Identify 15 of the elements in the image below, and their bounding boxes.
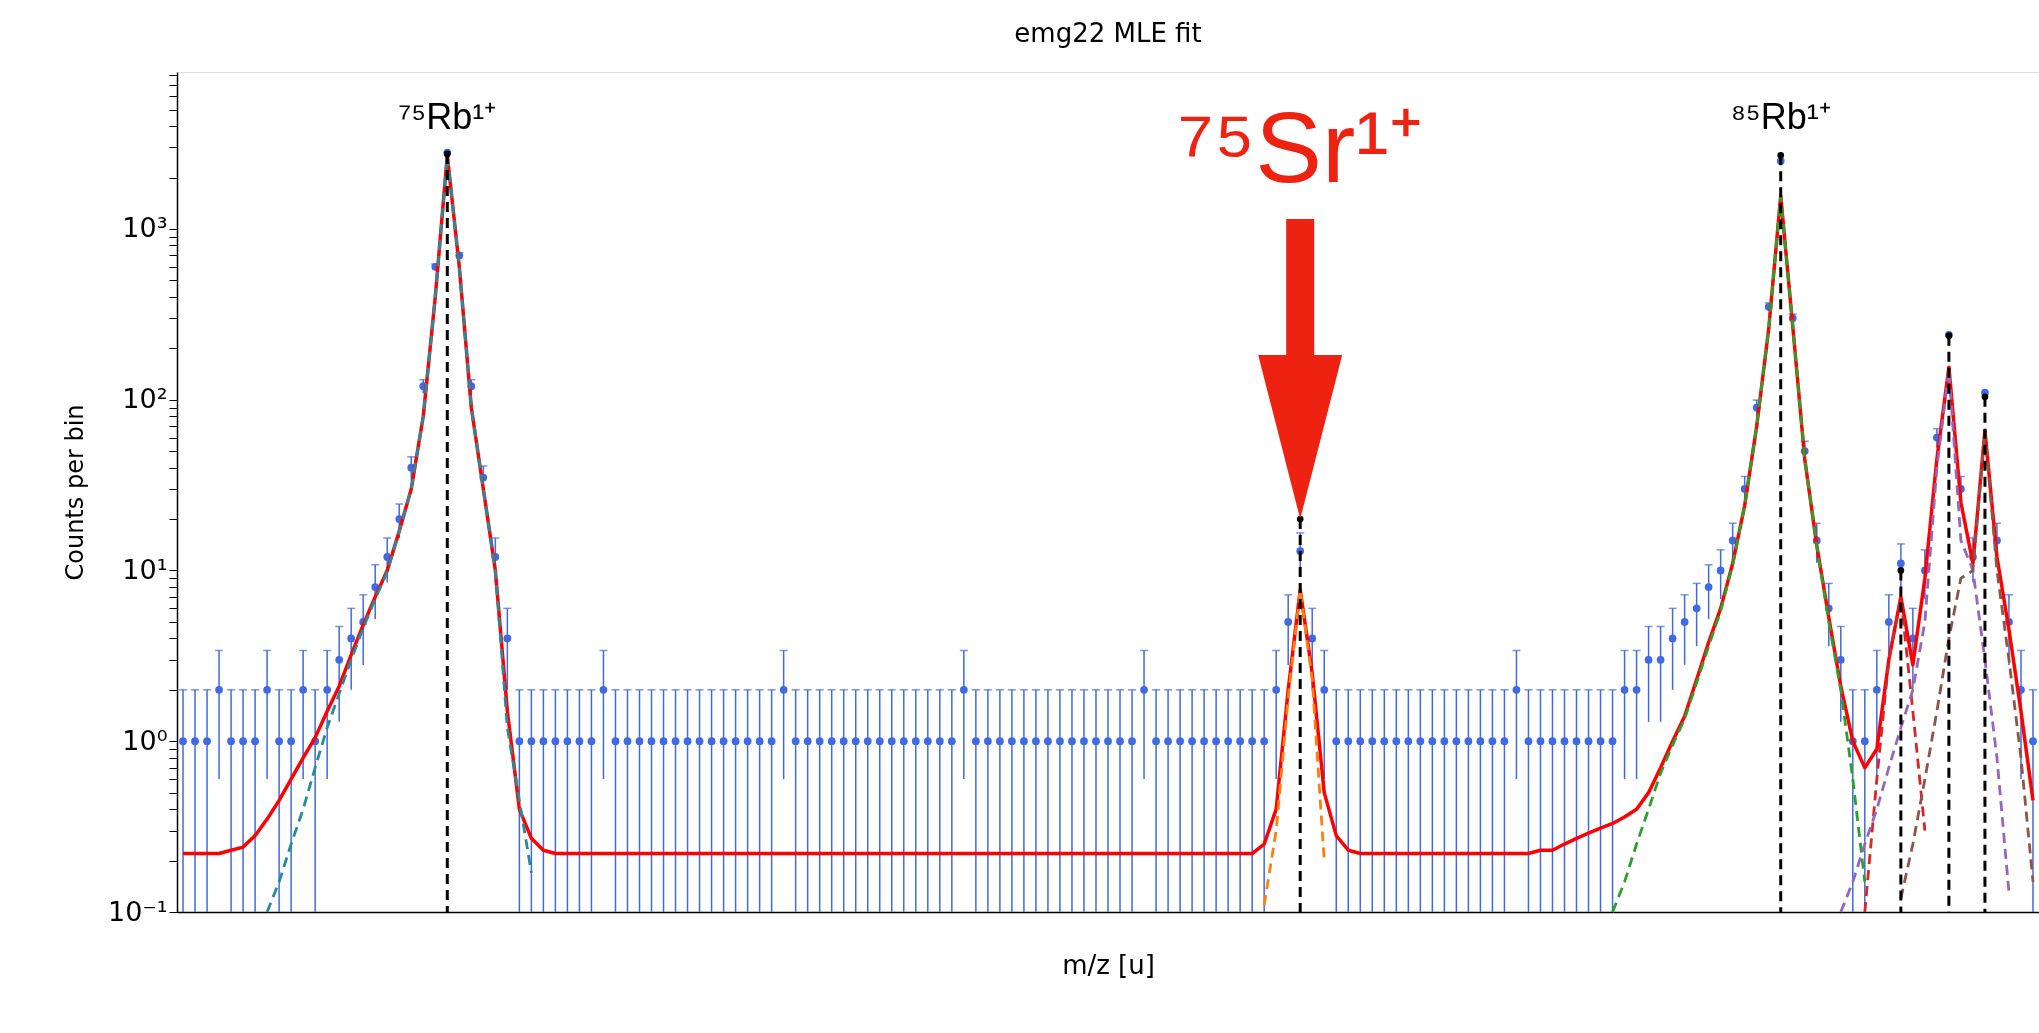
x-axis-title: m/z [u]: [1062, 949, 1155, 980]
point: [1897, 567, 1905, 574]
y-tick-label: 10⁻¹: [108, 895, 168, 927]
y-tick-label: 10²: [122, 383, 168, 415]
annotation: ⁸⁵Rb¹⁺: [1730, 96, 1831, 137]
point: [1777, 151, 1785, 159]
annotation: ⁷⁵Sr¹⁺: [1177, 91, 1423, 203]
chart-title: emg22 MLE fit: [1014, 17, 1202, 48]
y-axis-title: Counts per bin: [61, 404, 90, 581]
y-tick-label: 10¹: [122, 553, 168, 585]
annotation: ⁷⁵Rb¹⁺: [398, 96, 497, 137]
y-tick-label: 10⁰: [122, 724, 168, 756]
y-tick-label: 10³: [122, 212, 168, 244]
point: [1296, 515, 1304, 523]
line-series: [1611, 194, 1867, 914]
